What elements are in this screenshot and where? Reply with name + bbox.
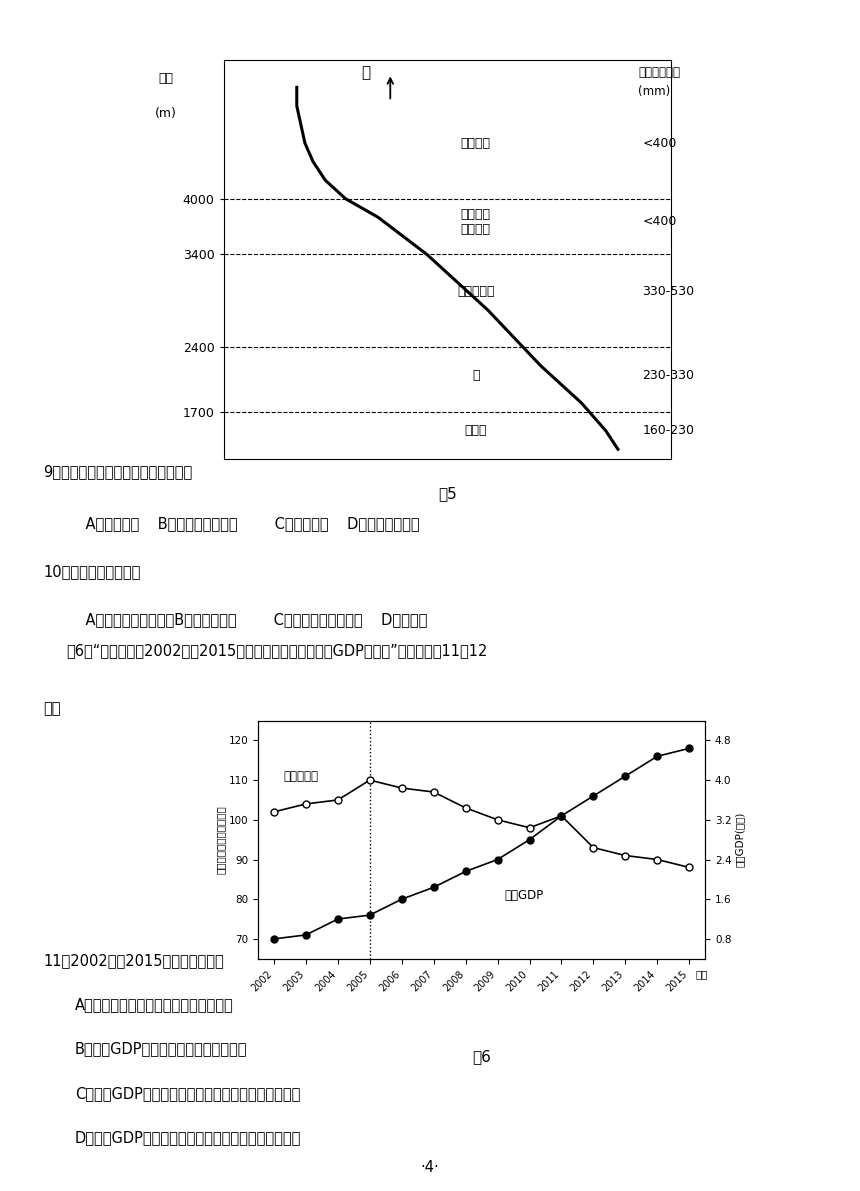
Text: 330-530: 330-530 xyxy=(642,285,695,298)
Text: 北: 北 xyxy=(361,66,371,80)
Text: 题。: 题。 xyxy=(43,701,60,716)
Text: 冰雪冻原: 冰雪冻原 xyxy=(461,137,491,150)
Text: (m): (m) xyxy=(155,107,176,120)
Text: 半荒漠: 半荒漠 xyxy=(464,424,487,437)
Text: A．控制工业废水排放阻碍了经济的增长: A．控制工业废水排放阻碍了经济的增长 xyxy=(75,997,233,1012)
Text: 230-330: 230-330 xyxy=(642,368,694,381)
Text: D．人均GDP增长是以工业废水排放量的增加为代价的: D．人均GDP增长是以工业废水排放量的增加为代价的 xyxy=(75,1130,301,1145)
Text: <400: <400 xyxy=(642,216,677,229)
Text: 图5: 图5 xyxy=(438,486,457,501)
Text: 海拔: 海拔 xyxy=(158,71,173,85)
Text: A．山地落叶阔叶林带B．山地草原带        C．山地常绿阔叶林带    D．荒漠带: A．山地落叶阔叶林带B．山地草原带 C．山地常绿阔叶林带 D．荒漠带 xyxy=(67,612,427,628)
Text: ·4·: ·4· xyxy=(421,1160,439,1174)
Text: 年份: 年份 xyxy=(696,968,708,979)
Text: A．地表蜂发    B．植物截留和蜂腾        C．地下径流    D．转化为固态水: A．地表蜂发 B．植物截留和蜂腾 C．地下径流 D．转化为固态水 xyxy=(67,516,420,531)
Text: <400: <400 xyxy=(642,137,677,150)
Text: 图6为“我国某区域2002年～2015年工业废水排放量与人均GDP变化图”。读图回等11～12: 图6为“我国某区域2002年～2015年工业废水排放量与人均GDP变化图”。读图… xyxy=(67,643,488,659)
Text: 山地针叶林: 山地针叶林 xyxy=(457,285,494,298)
Text: (mm): (mm) xyxy=(638,85,671,98)
Text: 10．甲表示的自然带是: 10．甲表示的自然带是 xyxy=(43,565,140,579)
Y-axis label: 人均GDP(万元): 人均GDP(万元) xyxy=(734,812,744,867)
Text: 年平均降水量: 年平均降水量 xyxy=(638,66,680,79)
Y-axis label: 工业废水排放量（亿吨）: 工业废水排放量（亿吨） xyxy=(216,805,225,874)
Text: 人均GDP: 人均GDP xyxy=(504,890,544,903)
Text: 废水排放量: 废水排放量 xyxy=(284,771,318,784)
Text: 图6: 图6 xyxy=(472,1049,491,1065)
Text: 甲: 甲 xyxy=(472,368,479,381)
Text: 11．2002年～2015年期间，该区域: 11．2002年～2015年期间，该区域 xyxy=(43,953,224,968)
Text: 垫状植被
山地灌丛: 垫状植被 山地灌丛 xyxy=(461,208,491,236)
Text: 160-230: 160-230 xyxy=(642,424,694,437)
Text: 9．该小流域内水量支出占比最大的是: 9．该小流域内水量支出占比最大的是 xyxy=(43,464,193,480)
Text: C．人均GDP持续增长，工业废水排放量先增加后减少: C．人均GDP持续增长，工业废水排放量先增加后减少 xyxy=(75,1086,300,1100)
Text: B．人均GDP与工业废水排放量同步增长: B．人均GDP与工业废水排放量同步增长 xyxy=(75,1041,247,1056)
